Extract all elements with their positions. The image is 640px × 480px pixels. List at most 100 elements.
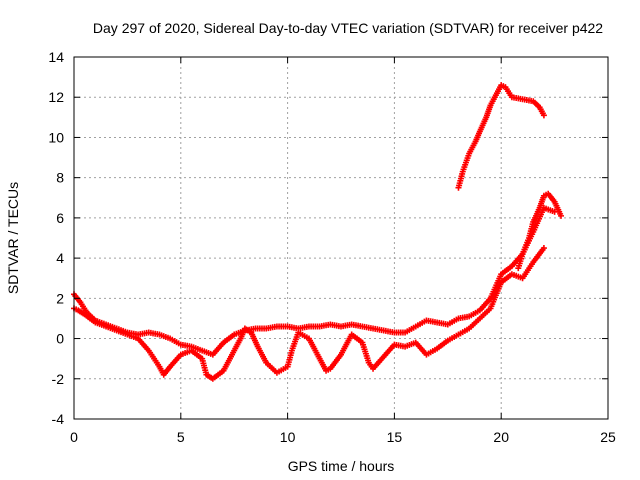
data-point <box>132 334 139 341</box>
data-point <box>485 297 492 304</box>
data-point <box>464 326 471 333</box>
data-point <box>282 364 289 371</box>
data-point <box>497 281 504 288</box>
y-tick-label: -4 <box>52 411 65 427</box>
data-point <box>197 354 204 361</box>
plot-frame <box>73 56 609 420</box>
data-point <box>186 343 193 350</box>
data-point <box>474 308 481 315</box>
y-tick-label: 10 <box>48 129 64 145</box>
data-point <box>431 346 438 353</box>
series-late-rise <box>515 190 565 272</box>
data-point <box>443 338 450 345</box>
data-points <box>71 82 565 382</box>
y-tick-label: 2 <box>56 290 64 306</box>
y-axis-label: SDTVAR / TECUs <box>5 182 21 294</box>
data-point <box>218 369 225 376</box>
data-point <box>557 210 564 217</box>
data-point <box>410 340 417 347</box>
data-point <box>482 116 489 123</box>
data-point <box>453 332 460 339</box>
data-point <box>528 261 535 268</box>
data-point <box>465 152 472 159</box>
data-point <box>453 316 460 323</box>
data-point <box>154 331 161 338</box>
data-point <box>111 326 118 333</box>
data-point <box>549 208 556 215</box>
data-point <box>517 274 524 281</box>
data-point <box>378 327 385 334</box>
data-point <box>500 83 507 90</box>
data-point <box>464 313 471 320</box>
x-tick-label: 0 <box>70 429 78 445</box>
data-point <box>336 353 343 360</box>
data-point <box>535 102 542 109</box>
data-point <box>539 246 546 253</box>
data-point <box>492 92 499 99</box>
series-oscillating-tracks <box>71 245 547 382</box>
data-point <box>421 318 428 325</box>
data-point <box>497 273 504 280</box>
data-point <box>475 130 482 137</box>
data-point <box>202 369 209 376</box>
data-point <box>357 338 364 345</box>
data-point <box>529 221 536 228</box>
y-tick-label: 6 <box>56 210 64 226</box>
data-point <box>540 194 547 201</box>
data-point <box>144 345 151 352</box>
y-tick-label: 12 <box>48 89 64 105</box>
data-point <box>175 340 182 347</box>
chart-title: Day 297 of 2020, Sidereal Day-to-day VTE… <box>93 20 603 36</box>
data-point <box>82 307 89 314</box>
data-point <box>246 328 253 335</box>
data-point <box>517 95 524 102</box>
data-point <box>164 334 171 341</box>
x-axis-label: GPS time / hours <box>288 458 395 474</box>
data-point <box>497 84 504 91</box>
data-point <box>253 341 260 348</box>
data-point <box>236 337 243 344</box>
data-point <box>262 357 269 364</box>
x-tick-label: 25 <box>600 429 616 445</box>
data-point <box>294 331 301 338</box>
data-point <box>485 307 492 314</box>
data-point <box>471 140 478 147</box>
data-point <box>230 349 237 356</box>
data-point <box>389 343 396 350</box>
y-tick-label: 14 <box>48 49 64 65</box>
data-point <box>288 349 295 356</box>
data-point <box>367 325 374 332</box>
data-point <box>399 329 406 336</box>
data-point <box>525 237 532 244</box>
data-point <box>90 318 97 325</box>
y-tick-label: 8 <box>56 170 64 186</box>
data-point <box>218 341 225 348</box>
data-point <box>486 104 493 111</box>
y-tick-label: 0 <box>56 331 64 347</box>
x-tick-label: 5 <box>177 429 185 445</box>
data-point <box>410 324 417 331</box>
data-point <box>80 310 87 317</box>
data-point <box>459 170 466 177</box>
data-point <box>442 321 449 328</box>
data-point <box>379 355 386 362</box>
data-point <box>431 319 438 326</box>
data-point <box>321 365 328 372</box>
data-point <box>229 332 236 339</box>
data-point <box>539 110 546 117</box>
data-point <box>475 317 482 324</box>
x-tick-label: 15 <box>387 429 403 445</box>
data-point <box>155 361 162 368</box>
data-point <box>507 264 514 271</box>
x-tick-label: 20 <box>493 429 509 445</box>
data-point <box>315 353 322 360</box>
data-point <box>207 350 214 357</box>
data-point <box>325 366 332 373</box>
data-point <box>518 253 525 260</box>
data-point <box>303 334 310 341</box>
y-tick-label: -2 <box>52 371 65 387</box>
x-tick-label: 10 <box>280 429 296 445</box>
data-point <box>528 97 535 104</box>
